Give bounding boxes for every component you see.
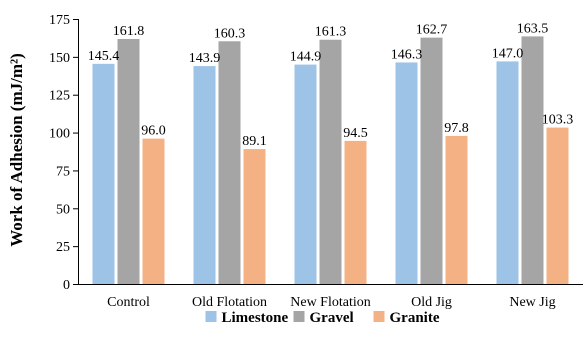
category-label: Old Jig (411, 295, 452, 310)
data-label: 143.9 (189, 51, 221, 66)
y-axis-ticks: 0 25 50 75 100 125 150 175 (49, 13, 78, 293)
bar-limestone (395, 62, 418, 285)
data-label: 160.3 (214, 26, 246, 41)
bars (92, 36, 569, 285)
category-labels: Control Old Flotation New Flotation Old Jig… (107, 295, 556, 310)
data-label: 145.4 (88, 49, 120, 64)
data-label: 146.3 (391, 47, 423, 62)
legend-item-granite: Granite (373, 310, 440, 326)
y-tick-label: 100 (49, 127, 70, 142)
legend-label: Limestone (222, 310, 289, 326)
data-labels: 145.4 161.8 96.0 143.9 160.3 89.1 144.9 161.3 94… (88, 21, 574, 149)
bar-gravel (218, 41, 241, 285)
data-label: 103.3 (542, 113, 574, 128)
legend-label: Gravel (310, 310, 354, 326)
y-tick-label: 0 (63, 278, 70, 293)
y-axis-title: Work of Adhesion (mJ/m²) (7, 53, 26, 247)
bar-granite (344, 140, 367, 284)
y-tick-label: 25 (56, 240, 70, 255)
bar-gravel (420, 37, 443, 284)
category-label: Control (107, 295, 150, 310)
data-label: 97.8 (444, 121, 469, 136)
data-label: 147.0 (492, 46, 524, 61)
bar-gravel (521, 36, 544, 284)
bar-granite (445, 135, 468, 284)
bar-limestone (193, 66, 216, 284)
y-tick-label: 50 (56, 202, 70, 217)
bar-gravel (117, 38, 140, 284)
data-label: 162.7 (416, 23, 448, 38)
data-label: 94.5 (343, 126, 368, 141)
legend-label: Granite (390, 310, 440, 326)
bar-granite (243, 149, 266, 284)
category-label: New Flotation (290, 295, 371, 310)
y-tick-label: 75 (56, 164, 70, 179)
data-label: 89.1 (242, 134, 267, 149)
legend-item-limestone: Limestone (205, 310, 289, 326)
legend-swatch (205, 311, 217, 322)
data-label: 161.8 (113, 24, 145, 39)
category-label: Old Flotation (192, 295, 267, 310)
y-tick-label: 175 (49, 13, 70, 28)
legend-swatch (293, 311, 305, 322)
category-label: New Jig (509, 295, 555, 310)
legend-item-gravel: Gravel (293, 310, 354, 326)
bar-limestone (496, 61, 519, 285)
data-label: 163.5 (517, 21, 549, 36)
bar-granite (546, 127, 569, 285)
data-label: 144.9 (290, 50, 322, 65)
y-tick-label: 150 (49, 51, 70, 66)
y-tick-label: 125 (49, 89, 70, 104)
data-label: 96.0 (141, 124, 166, 139)
legend-swatch (373, 311, 385, 322)
bar-limestone (294, 64, 317, 284)
legend: Limestone Gravel Granite (205, 310, 440, 326)
bar-gravel (319, 39, 342, 285)
bar-granite (142, 138, 165, 284)
data-label: 161.3 (315, 25, 347, 40)
bar-limestone (92, 63, 115, 284)
